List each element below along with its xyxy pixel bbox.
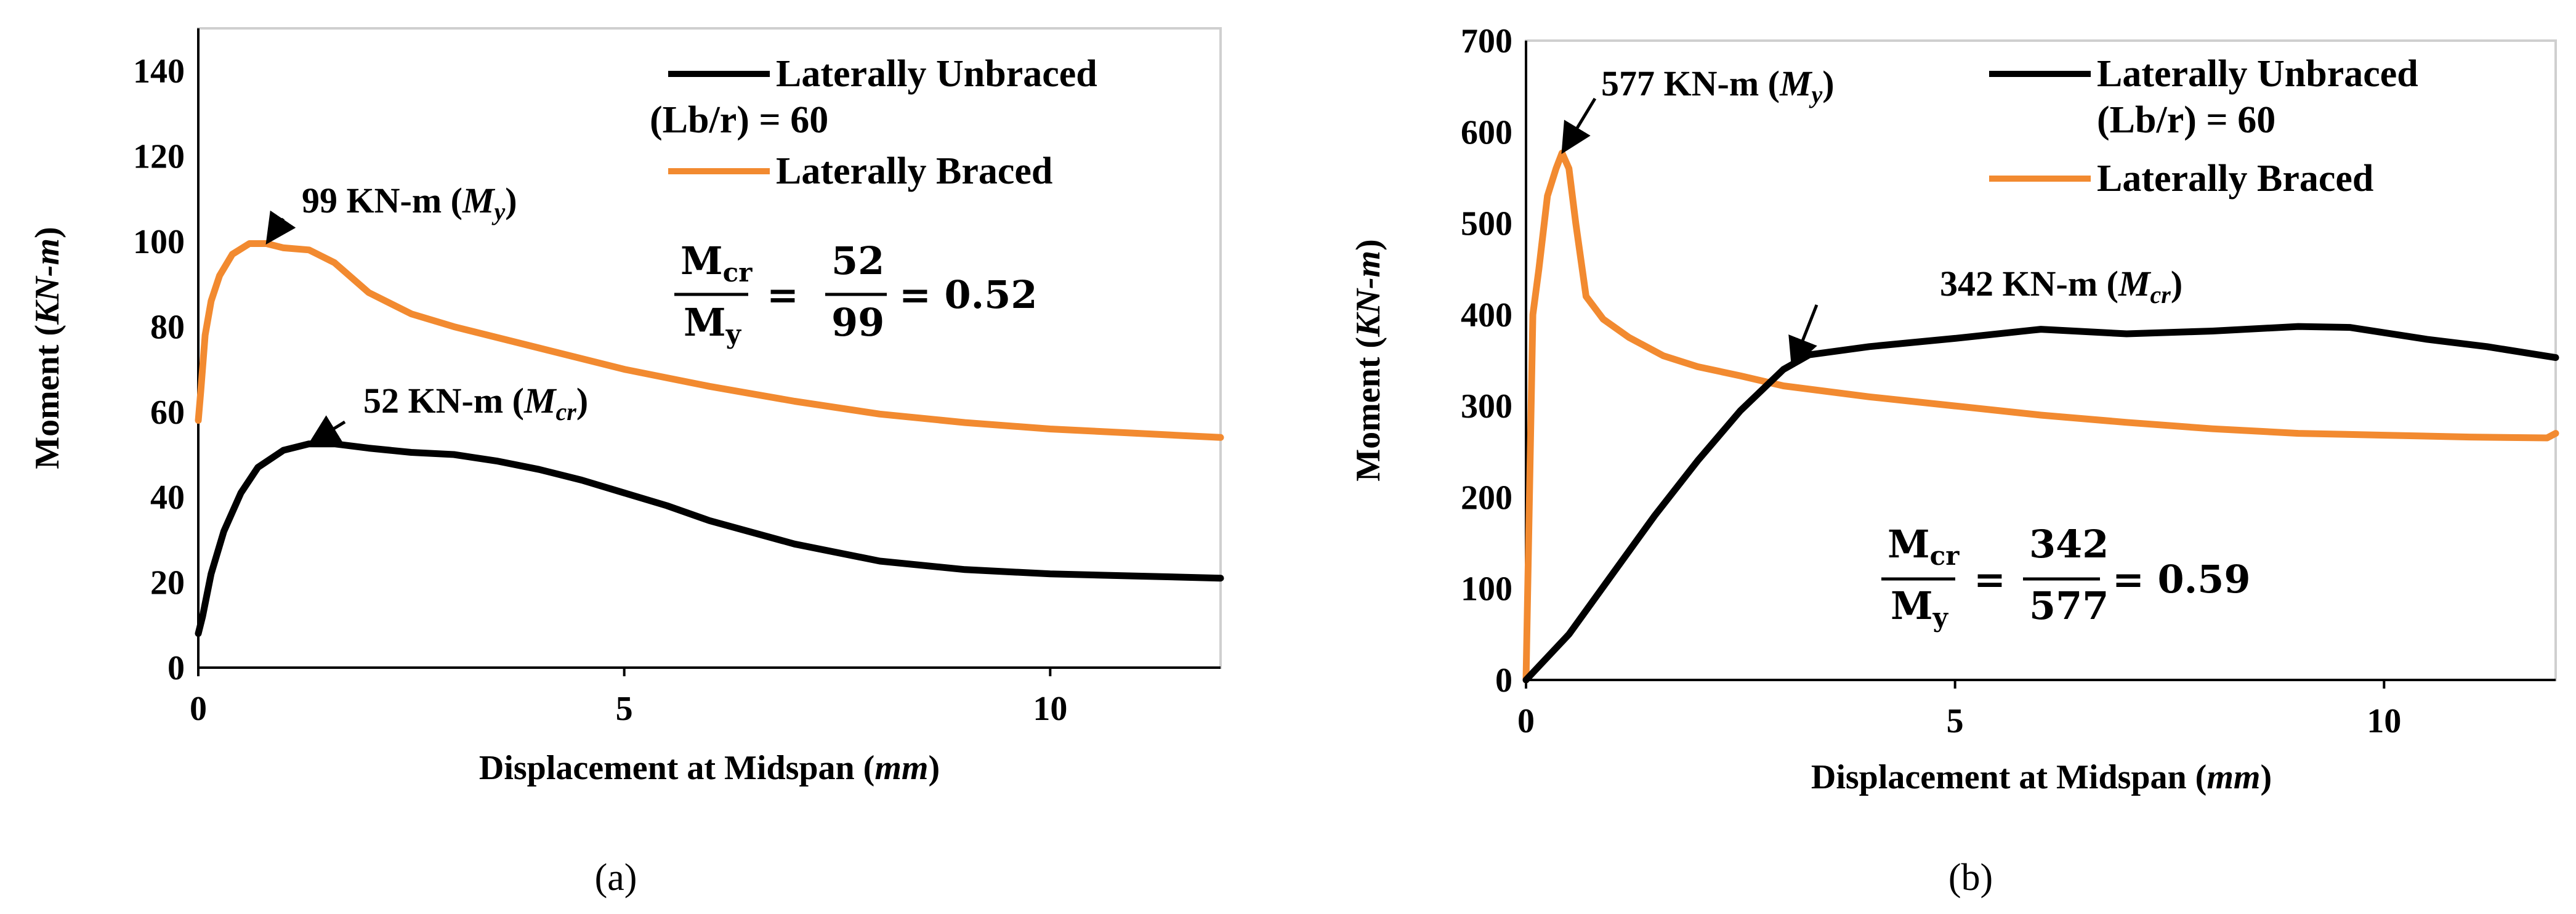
svg-text:My: My: [1891, 583, 1949, 633]
y-tick-label-a: 60: [150, 394, 185, 432]
ratio-den-sym-b: M: [1891, 583, 1933, 628]
annotation-arrow-a: [308, 415, 346, 445]
legend-unbraced-sub-a: (Lb/r) = 60: [650, 99, 828, 141]
y-tick-label-a: 0: [168, 649, 185, 687]
ratio-den-a: 99: [831, 300, 884, 345]
ratio-num-b: 342: [2029, 522, 2109, 567]
svg-text:Mcr: Mcr: [1888, 522, 1960, 571]
y-tick-label-a: 40: [150, 479, 185, 517]
series-line-braced-a: [195, 240, 1224, 441]
ratio-value-a: = 0.52: [899, 272, 1038, 317]
y-tick-label-a: 20: [150, 564, 185, 602]
ratio-num-sym-a: M: [680, 238, 723, 283]
y-tick-label-b: 200: [1461, 479, 1512, 517]
legend-unbraced-label-a: Laterally Unbraced: [776, 53, 1097, 95]
y-axis-label-b: Moment (KN-m): [1349, 239, 1387, 481]
legend-unbraced-sub-b: (Lb/r) = 60: [2097, 99, 2275, 141]
series-line-unbraced-b: [1522, 323, 2559, 684]
ratio-num-a: 52: [831, 238, 884, 283]
svg-text:My: My: [684, 300, 742, 349]
y-tick-label-b: 500: [1461, 205, 1512, 243]
ratio-eq-a: =: [767, 272, 799, 317]
panel-b: 0 100 200 300 400 500 600 700 0 5 10 577 KN-m (My…: [1349, 22, 2559, 899]
caption-b: (b): [1948, 857, 1993, 899]
y-tick-label-b: 400: [1461, 296, 1512, 334]
x-tick-label-b: 5: [1947, 702, 1964, 740]
ratio-num-sym-b: M: [1888, 522, 1930, 567]
x-tick-label-b: 0: [1517, 702, 1535, 740]
y-tick-label-b: 100: [1461, 570, 1512, 609]
svg-text:Mcr: Mcr: [680, 238, 753, 288]
y-tick-label-b: 300: [1461, 387, 1512, 426]
annotation-label-b: 342 KN-m (Mcr): [1940, 264, 2182, 309]
ratio-num-sub-b: cr: [1930, 541, 1960, 571]
annotation-arrow-b: [1788, 304, 1819, 369]
annotation-arrow-a: [265, 210, 296, 245]
y-axis-label-a: Moment (KN-m): [28, 227, 67, 469]
annotation-arrow-b: [1561, 97, 1597, 155]
ratio-value-b: = 0.59: [2112, 557, 2251, 602]
x-axis-label-b: Displacement at Midspan (mm): [1811, 758, 2272, 796]
ratio-den-sub-b: y: [1932, 602, 1949, 633]
x-tick-label-b: 10: [2367, 702, 2401, 740]
series-line-braced-b: [1522, 149, 2559, 684]
y-tick-label-b: 700: [1461, 22, 1512, 60]
ratio-formula-b: Mcr My = 342 577 = 0.59: [1881, 522, 2251, 633]
x-tick-label-a: 10: [1033, 690, 1067, 728]
panel-a: 0 20 40 60 80 100 120 140 0 5 10 99 KN-m (My) 52 K…: [28, 27, 1224, 899]
ratio-num-sub-a: cr: [723, 257, 753, 288]
legend-braced-label-a: Laterally Braced: [776, 150, 1052, 192]
y-tick-label-b: 0: [1495, 661, 1512, 700]
series-line-unbraced-a: [195, 440, 1224, 637]
annotation-label-b: 577 KN-m (My): [1601, 63, 1835, 108]
legend-unbraced-label-b: Laterally Unbraced: [2097, 53, 2418, 95]
x-tick-label-a: 0: [190, 690, 207, 728]
ratio-den-b: 577: [2029, 583, 2109, 628]
ratio-den-sym-a: M: [684, 300, 726, 345]
ratio-formula-a: Mcr My = 52 99 = 0.52: [674, 238, 1038, 349]
y-tick-label-a: 100: [133, 223, 185, 261]
y-tick-label-a: 80: [150, 308, 185, 346]
y-tick-label-a: 140: [133, 52, 185, 91]
legend-braced-label-b: Laterally Braced: [2097, 158, 2373, 200]
caption-a: (a): [595, 857, 637, 899]
y-tick-label-b: 600: [1461, 113, 1512, 152]
x-axis-label-a: Displacement at Midspan (mm): [479, 749, 940, 787]
ratio-eq-b: =: [1974, 557, 2006, 602]
ratio-den-sub-a: y: [725, 319, 742, 349]
y-tick-label-a: 120: [133, 138, 185, 176]
x-tick-label-a: 5: [616, 690, 633, 728]
annotation-label-a: 52 KN-m (Mcr): [363, 381, 588, 426]
annotation-label-a: 99 KN-m (My): [302, 180, 517, 225]
